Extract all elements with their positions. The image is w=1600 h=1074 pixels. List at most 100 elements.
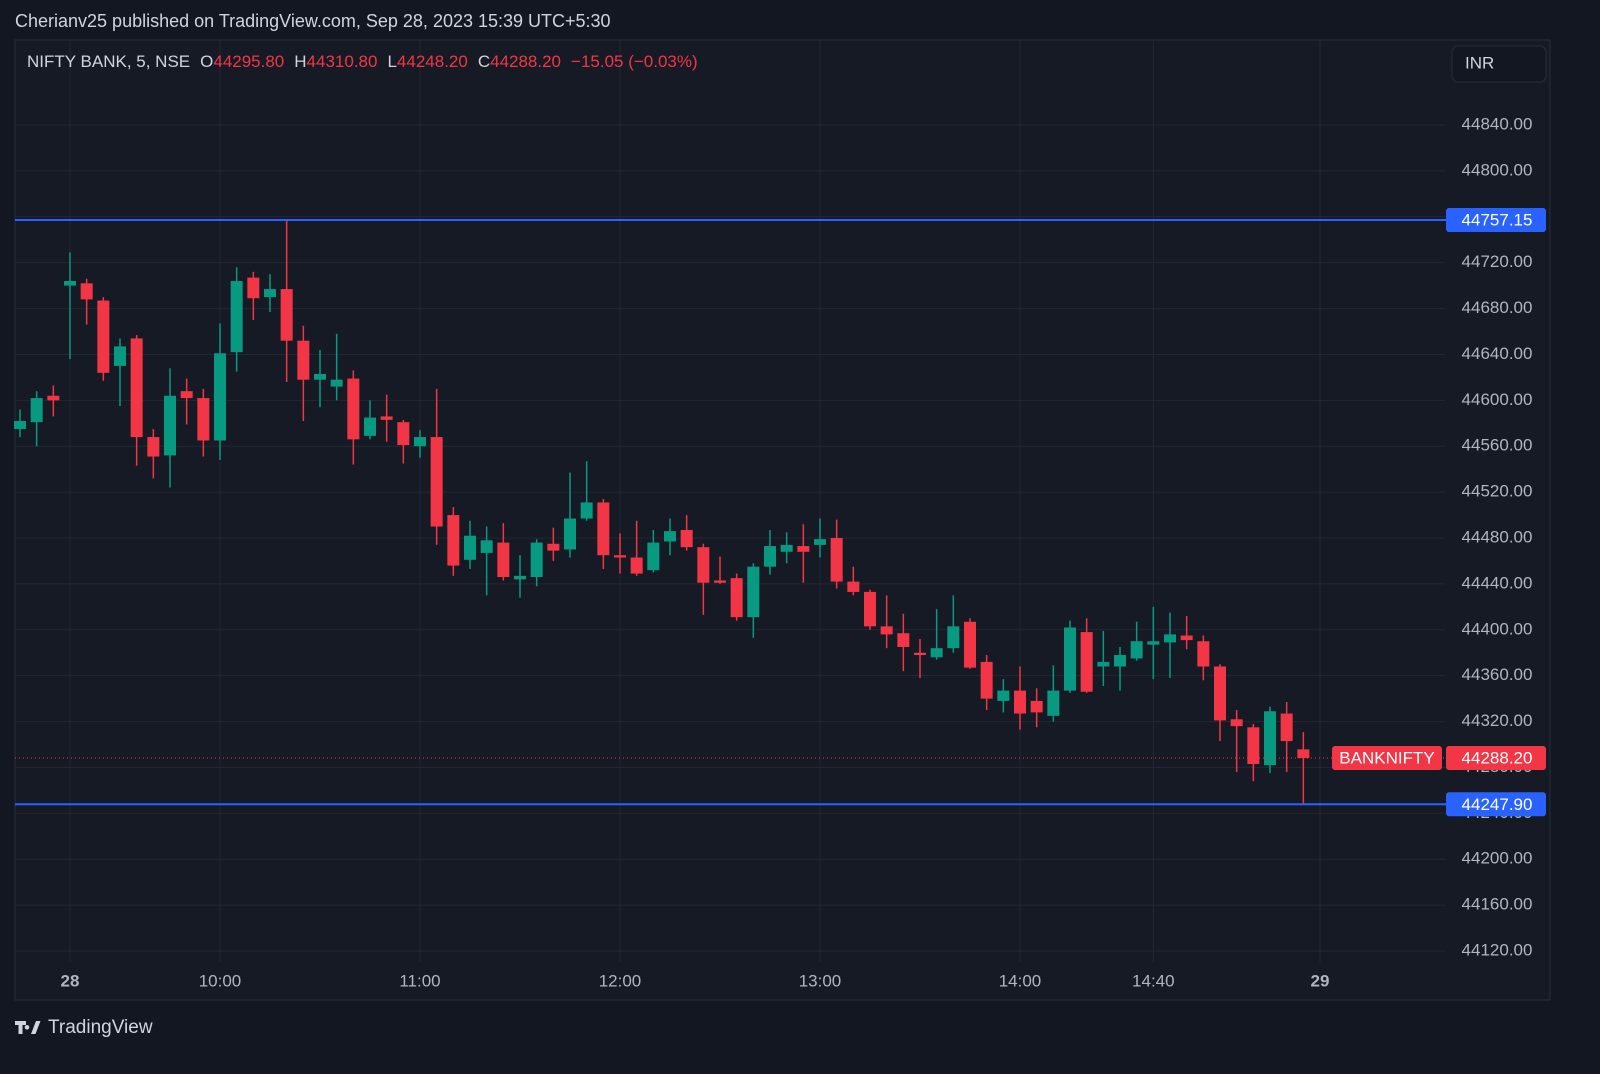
candle-body	[1114, 655, 1126, 667]
last-price-tag	[1446, 746, 1546, 771]
legend: NIFTY BANK, 5, NSE O44295.80 H44310.80 L442…	[27, 52, 698, 71]
candle-body	[964, 621, 976, 668]
candle-body	[747, 566, 760, 618]
candle-body	[1214, 666, 1226, 721]
candle-body	[164, 395, 176, 456]
candle-body	[814, 539, 826, 545]
candle-body	[864, 591, 876, 627]
grid: 44120.0044160.0044200.0044240.0044280.00…	[15, 40, 1532, 990]
candle-body	[1297, 749, 1310, 759]
brand-name: TradingView	[48, 1017, 153, 1038]
candle-body	[414, 437, 426, 447]
candle-body	[597, 502, 610, 556]
candle-body	[647, 542, 660, 571]
candles	[14, 220, 1310, 804]
candle-body	[1230, 719, 1243, 727]
x-tick-label: 14:00	[999, 971, 1042, 990]
candle-body	[664, 531, 676, 542]
candle-body	[947, 626, 960, 649]
candle-body	[1164, 634, 1176, 643]
candle-body	[1264, 711, 1276, 766]
y-tick-label: 44640.00	[1462, 344, 1533, 363]
currency-button[interactable]	[1451, 45, 1547, 83]
legend-text: NIFTY BANK, 5, NSE	[27, 52, 190, 71]
candle-body	[730, 578, 743, 618]
legend-text: H	[294, 52, 306, 71]
candle-body	[580, 502, 593, 519]
candle-body	[714, 580, 726, 583]
y-tick-label: 44600.00	[1462, 390, 1533, 409]
legend-text: 44248.20	[397, 52, 468, 71]
x-tick-label: 11:00	[399, 971, 440, 990]
candle-body	[897, 633, 910, 647]
y-tick-label: 44520.00	[1462, 482, 1533, 501]
legend-text: C	[478, 52, 490, 71]
candle-body	[547, 543, 560, 551]
currency-label: INR	[1465, 53, 1494, 72]
candle-body	[764, 546, 776, 567]
candle-body	[480, 540, 493, 553]
x-tick-label: 14:40	[1132, 971, 1175, 990]
candle-body	[430, 437, 443, 527]
candle-body	[880, 626, 893, 635]
x-tick-label: 12:00	[599, 971, 642, 990]
overlays: BANKNIFTY 44288.20 44757.15 44247.90	[15, 208, 1546, 817]
plot-panel	[14, 39, 1551, 1001]
y-tick-label: 44440.00	[1462, 573, 1533, 592]
candle-body	[1197, 641, 1210, 667]
candle-body	[97, 300, 110, 373]
candle-body	[1080, 632, 1093, 692]
x-tick-label: 10:00	[199, 971, 242, 990]
candle-body	[930, 648, 943, 658]
candle-body	[564, 518, 576, 550]
candle-body	[230, 281, 243, 353]
series-name-tag	[1332, 746, 1442, 771]
candle-body	[830, 538, 843, 582]
candle-body	[1097, 661, 1110, 667]
candle-body	[47, 395, 60, 401]
y-tick-label: 44320.00	[1462, 711, 1533, 730]
candle-body	[214, 353, 226, 441]
candle-body	[447, 515, 460, 566]
last-price-label: 44288.20	[1462, 749, 1533, 768]
candle-body	[64, 281, 76, 286]
legend-text: −15.05 (−0.03%)	[571, 52, 698, 71]
candle-body	[1064, 627, 1076, 691]
candle-body	[847, 581, 860, 592]
candle-body	[380, 416, 393, 420]
legend-text: 44310.80	[307, 52, 378, 71]
candle-body	[530, 542, 543, 578]
candle-body	[180, 391, 193, 399]
candle-body	[680, 529, 693, 548]
candle-body	[247, 277, 260, 299]
candle-body	[1130, 641, 1143, 659]
candle-body	[980, 661, 993, 699]
candle-body	[130, 338, 143, 438]
candle-body	[314, 373, 326, 380]
candle-body	[464, 535, 476, 560]
candle-body	[797, 546, 810, 552]
y-tick-label: 44360.00	[1462, 665, 1533, 684]
candle-body	[497, 542, 510, 578]
y-tick-label: 44160.00	[1462, 895, 1533, 914]
candle-body	[1030, 700, 1043, 713]
x-tick-label: 29	[1311, 971, 1330, 990]
candle-body	[614, 555, 626, 558]
candle-body	[264, 289, 276, 298]
candle-body	[197, 398, 210, 441]
candle-body	[1147, 641, 1160, 645]
candle-body	[1014, 690, 1026, 714]
legend-text: 44295.80	[213, 52, 284, 71]
candle-body	[997, 690, 1010, 701]
candle-body	[80, 283, 93, 300]
candle-body	[347, 378, 360, 440]
candle-body	[14, 420, 26, 430]
y-tick-label: 44480.00	[1462, 527, 1533, 546]
candle-body	[780, 544, 793, 552]
x-tick-label: 13:00	[799, 971, 842, 990]
candle-body	[514, 575, 526, 580]
legend-text: O	[200, 52, 213, 71]
candle-body	[147, 437, 160, 457]
candle-body	[1280, 713, 1293, 742]
